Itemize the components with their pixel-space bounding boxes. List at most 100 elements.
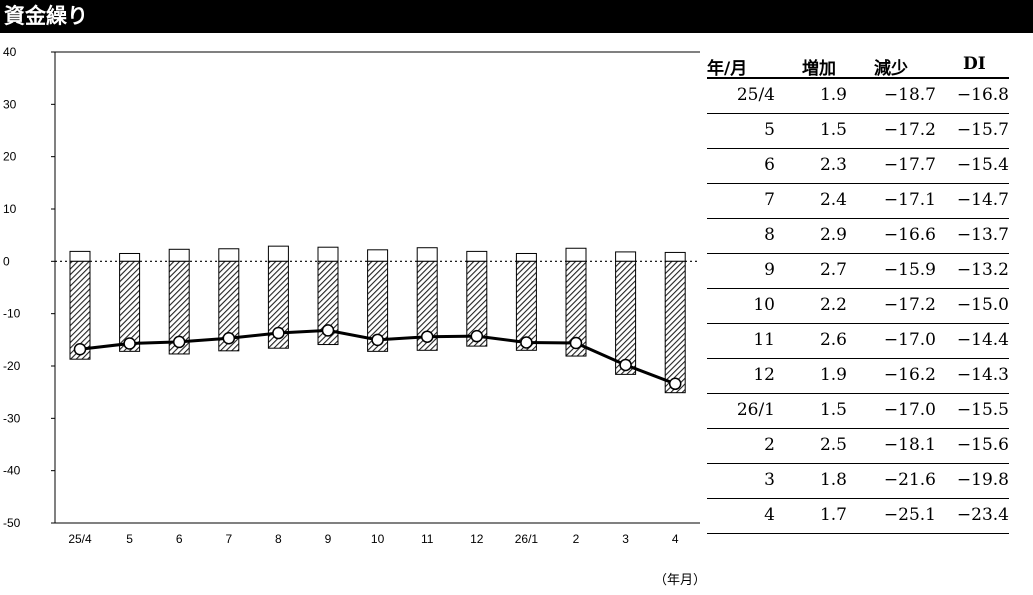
cell-di: −14.4 [956,330,1009,350]
table-row: 25/4 1.9 −18.7 −16.8 [707,79,1009,114]
table-header: 年/月 増加 減少 DI [707,52,1009,79]
bar-decrease [615,260,637,375]
bar-decrease [466,260,488,347]
cell-increase: 1.5 [819,400,847,420]
x-tick-label: 10 [371,532,385,546]
y-tick-label: -10 [3,307,21,321]
bar-increase [565,247,587,262]
cell-decrease: −16.2 [883,365,936,385]
bar-decrease [515,260,537,351]
cell-yearmonth: 26/1 [736,400,775,420]
table-row: 11 2.6 −17.0 −14.4 [707,324,1009,359]
y-tick-label: 20 [3,150,17,164]
cell-yearmonth: 25/4 [736,85,775,105]
bar-decrease [69,260,91,360]
cell-increase: 1.9 [819,365,847,385]
cell-di: −15.7 [956,120,1009,140]
cell-di: −15.0 [956,295,1009,315]
cell-yearmonth: 6 [764,155,775,175]
y-tick-label: -20 [3,359,21,373]
cell-increase: 1.8 [819,470,847,490]
cell-di: −13.7 [956,225,1009,245]
y-tick-label: -50 [3,516,21,530]
bar-increase [119,252,141,262]
cell-di: −19.8 [956,470,1009,490]
y-tick-label: -30 [3,411,21,425]
cell-di: −15.4 [956,155,1009,175]
x-tick-label: 7 [225,532,232,546]
bar-decrease [267,260,289,349]
di-point [123,337,136,350]
di-point [321,324,335,337]
cell-yearmonth: 2 [764,435,775,455]
cell-yearmonth: 4 [764,505,775,525]
cell-yearmonth: 11 [753,330,775,350]
table-row: 6 2.3 −17.7 −15.4 [707,149,1009,184]
table-row: 4 1.7 −25.1 −23.4 [707,499,1009,534]
bar-decrease [317,260,339,346]
cell-di: −14.3 [956,365,1009,385]
y-tick-label: 30 [3,97,17,111]
di-point [222,332,236,345]
bar-increase [168,248,190,262]
di-point [272,326,285,340]
cell-decrease: −17.2 [883,120,936,140]
bar-increase [317,246,339,262]
di-point [619,358,632,372]
x-tick-label: 2 [573,532,580,546]
cell-decrease: −25.1 [883,505,936,525]
cell-decrease: −17.0 [883,400,936,420]
plot-area [54,51,700,524]
di-point [371,333,384,347]
x-axis-unit: （年月） [654,573,707,588]
cell-increase: 1.7 [819,505,847,525]
title-bar: 資金繰り [0,0,1033,33]
data-table: 年/月 増加 減少 DI 25/4 1.9 −18.7 −16.8 5 1.5 −17.2−… [707,52,1009,534]
page-title: 資金繰り [4,4,88,28]
header-yearmonth: 年/月 [707,59,748,79]
x-tick-label: 6 [176,532,183,546]
bar-increase [466,250,488,262]
table-row: 9 2.7 −15.9 −13.2 [707,254,1009,289]
cell-yearmonth: 9 [764,260,775,280]
cell-increase: 2.6 [819,330,847,350]
cell-yearmonth: 8 [764,225,775,245]
x-tick-label: 25/4 [68,532,92,546]
cell-decrease: −17.2 [883,295,936,315]
cell-yearmonth: 5 [764,120,775,140]
bar-increase [218,248,240,262]
cell-increase: 2.4 [819,190,847,210]
cell-di: −13.2 [956,260,1009,280]
cell-yearmonth: 10 [753,295,775,315]
x-tick-label: 5 [126,532,133,546]
bar-increase [515,252,537,262]
di-point [420,330,434,343]
bar-increase [367,249,389,262]
table-row: 2 2.5 −18.1 −15.6 [707,429,1009,464]
cell-di: −15.6 [956,435,1009,455]
chart: 40 30 20 10 0 -10 -20 -30 -40 -50 25/4 5 6 7 8 9 10 11 12 2… [3,45,700,546]
bar-increase [267,245,289,262]
cell-di: −14.7 [956,190,1009,210]
cell-increase: 2.5 [819,435,847,455]
y-tick-label: -40 [3,464,21,478]
header-decrease: 減少 [874,59,908,79]
cell-yearmonth: 7 [764,190,775,210]
header-di: DI [963,54,986,74]
di-point [470,329,484,343]
di-point [172,335,186,349]
table-row: 10 2.2 −17.2 −15.0 [707,289,1009,324]
cell-increase: 2.3 [819,155,847,175]
cell-decrease: −15.9 [883,260,936,280]
bar-increase [664,251,686,262]
cell-decrease: −16.6 [883,225,936,245]
y-tick-label: 10 [3,202,17,216]
table-row: 5 1.5 −17.2 −15.7 [707,114,1009,149]
cell-decrease: −17.7 [883,155,936,175]
x-tick-label: 3 [622,532,629,546]
bar-decrease [168,260,190,355]
cell-increase: 2.7 [819,260,847,280]
bar-decrease [119,260,141,352]
x-tick-label: 11 [421,532,434,546]
bar-decrease [218,260,240,352]
